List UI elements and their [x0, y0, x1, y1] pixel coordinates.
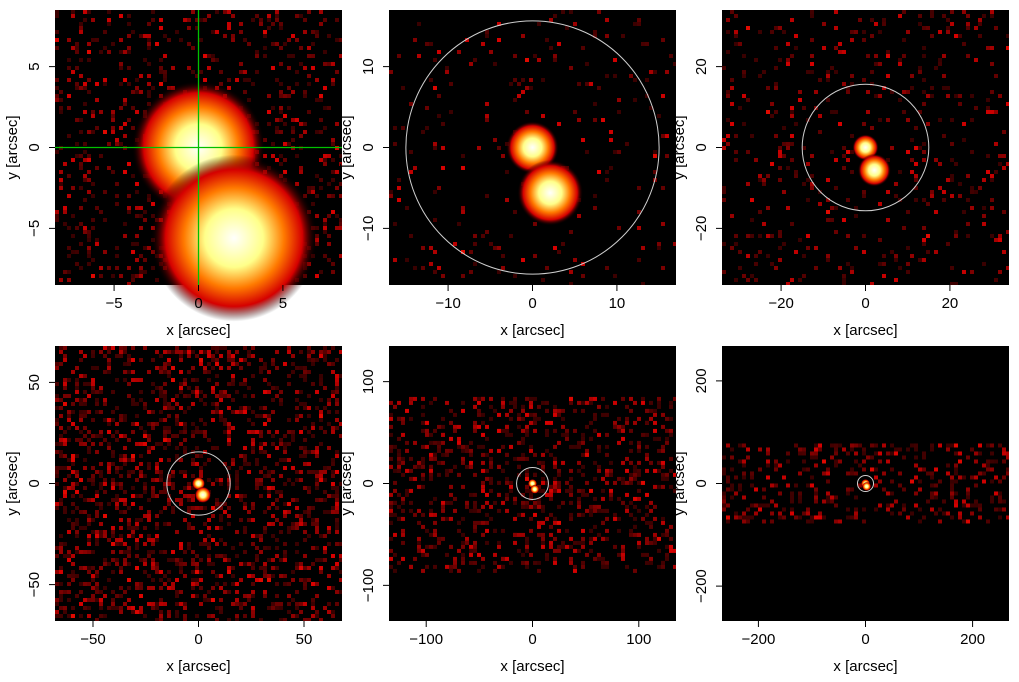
x-tick-label: 0: [194, 631, 202, 648]
aperture-circle: [516, 467, 549, 500]
y-tick-label: 0: [693, 143, 710, 151]
y-tick-label: 100: [360, 369, 377, 394]
y-tick-label: −20: [693, 216, 710, 241]
y-tick-label: 20: [693, 58, 710, 75]
y-tick-label: 0: [360, 479, 377, 487]
noise-pixels: [722, 443, 1009, 524]
x-tick-label: 0: [194, 295, 202, 312]
x-tick-label: −20: [768, 295, 793, 312]
x-axis-label: x [arcsec]: [166, 322, 230, 339]
x-tick-label: −200: [742, 631, 776, 648]
aperture-circle: [166, 451, 231, 516]
x-tick-label: −50: [80, 631, 105, 648]
x-tick-label: 200: [960, 631, 985, 648]
x-tick-label: −5: [106, 295, 123, 312]
source-2: [150, 154, 318, 322]
x-axis-label: x [arcsec]: [500, 658, 564, 675]
source-2: [530, 484, 540, 494]
x-axis-label: x [arcsec]: [166, 658, 230, 675]
y-tick-label: 200: [693, 368, 710, 393]
y-tick-label: 0: [26, 143, 43, 151]
y-axis-label: y [arcsec]: [4, 451, 21, 515]
y-tick-label: −50: [26, 572, 43, 597]
panel-2: −10 0 10 −10 0 10 x [arcsec] y [arcsec]: [338, 10, 676, 339]
x-axis-label: x [arcsec]: [833, 322, 897, 339]
x-tick-label: 5: [279, 295, 287, 312]
source-2: [194, 486, 212, 504]
x-tick-label: 20: [942, 295, 959, 312]
x-tick-label: −10: [435, 295, 460, 312]
noise-pixels: [55, 346, 342, 621]
panel-4: −50 0 50 −50 0 50 x [arcsec] y [arcsec]: [4, 346, 342, 675]
aperture-circle: [856, 474, 875, 493]
y-tick-label: 0: [693, 479, 710, 487]
y-axis-label: y [arcsec]: [671, 451, 688, 515]
y-tick-label: 0: [26, 479, 43, 487]
y-axis-label: y [arcsec]: [338, 115, 355, 179]
x-tick-label: 0: [528, 631, 536, 648]
panel-5: −100 0 100 −100 0 100 x [arcsec] y [arcsec]: [338, 346, 676, 675]
y-tick-label: −5: [26, 220, 43, 237]
panel-1: −5 0 5 −5 0 5 x [arcsec] y [arcsec]: [4, 10, 342, 339]
panel-3: −20 0 20 −20 0 20 x [arcsec] y [arcsec]: [671, 10, 1009, 339]
x-tick-label: −100: [409, 631, 443, 648]
x-tick-label: 0: [861, 295, 869, 312]
source-2: [857, 153, 891, 187]
aperture-circle: [801, 83, 930, 212]
panel-6: −200 0 200 −200 0 200 x [arcsec] y [arcsec]: [671, 346, 1009, 675]
x-tick-label: 10: [609, 295, 626, 312]
x-tick-label: 0: [861, 631, 869, 648]
y-axis-label: y [arcsec]: [4, 115, 21, 179]
y-axis-label: y [arcsec]: [338, 451, 355, 515]
y-tick-label: 5: [26, 62, 43, 70]
x-tick-label: 100: [626, 631, 651, 648]
source-2: [862, 481, 872, 491]
y-tick-label: 10: [360, 58, 377, 75]
y-tick-label: 0: [360, 143, 377, 151]
y-axis-label: y [arcsec]: [671, 115, 688, 179]
x-axis-label: x [arcsec]: [500, 322, 564, 339]
y-tick-label: −10: [360, 216, 377, 241]
x-tick-label: 0: [528, 295, 536, 312]
noise-pixels: [389, 396, 676, 573]
x-axis-label: x [arcsec]: [833, 658, 897, 675]
source-2: [517, 159, 584, 226]
noise-pixels: [722, 10, 1009, 285]
y-tick-label: −100: [360, 568, 377, 602]
noise-pixels: [389, 10, 676, 285]
y-tick-label: −200: [693, 569, 710, 603]
y-tick-label: 50: [26, 374, 43, 391]
aperture-circle: [405, 20, 660, 275]
x-tick-label: 50: [296, 631, 313, 648]
